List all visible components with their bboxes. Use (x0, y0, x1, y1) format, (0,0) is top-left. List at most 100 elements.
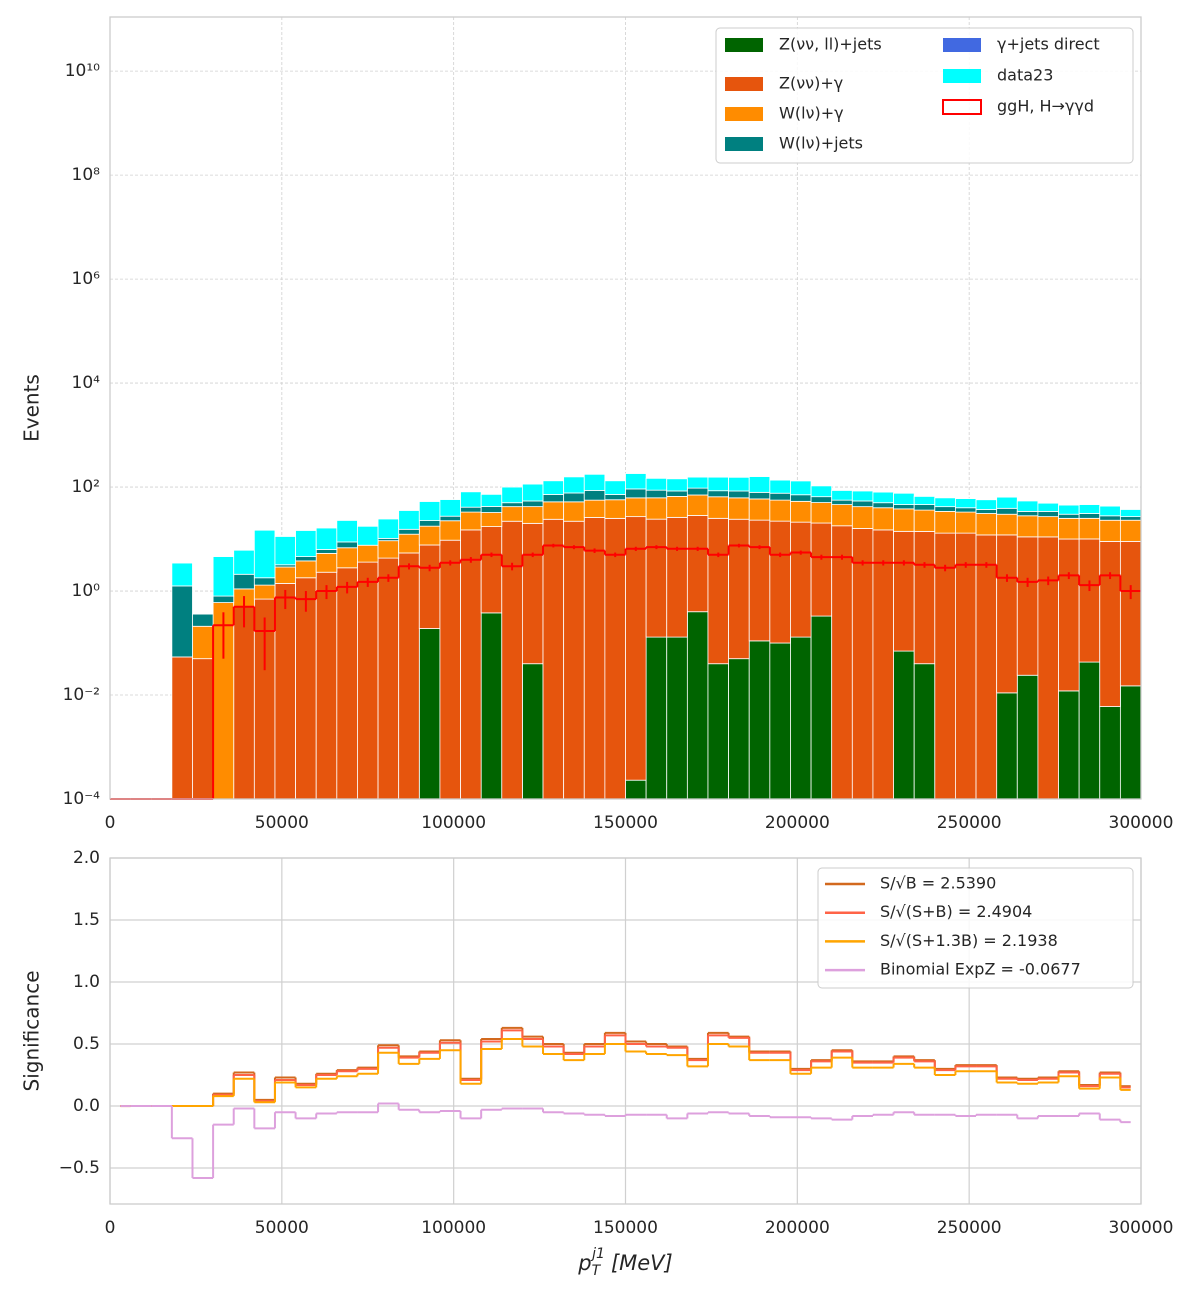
hist-bar (1119, 540, 1142, 687)
hist-bar (996, 507, 1018, 515)
x-tick-label: 300000 (1109, 1218, 1174, 1238)
hist-bar (625, 779, 647, 800)
hist-bar (1016, 515, 1039, 538)
x-tick-label: 100000 (421, 813, 486, 833)
hist-bar (996, 692, 1018, 800)
hist-bar (336, 520, 358, 543)
hist-bar (851, 506, 874, 529)
hist-bar (893, 504, 915, 510)
hist-bar (872, 507, 894, 531)
y-tick-label: −0.5 (59, 1158, 100, 1178)
y-axis-label: Significance (20, 970, 44, 1091)
hist-bar (728, 476, 750, 492)
y-axis-label: Events (20, 374, 44, 442)
hist-bar (171, 562, 193, 587)
hist-bar (1099, 519, 1121, 542)
hist-bar (1016, 674, 1039, 800)
hist-bar (604, 494, 626, 501)
hist-bar (315, 552, 338, 573)
hist-bar (480, 526, 503, 614)
hist-bar (212, 595, 235, 603)
legend-swatch (725, 137, 763, 151)
y-tick-label: 10⁸ (72, 165, 101, 185)
hist-bar (913, 504, 936, 511)
hist-bar (192, 658, 214, 800)
hist-bar (398, 552, 420, 800)
hist-bar (1016, 500, 1039, 512)
hist-bar (913, 496, 936, 505)
hist-bar (1119, 685, 1142, 800)
legend-label: ggH, H→γγd (997, 97, 1094, 116)
hist-bar (790, 494, 812, 502)
hist-bar (769, 492, 791, 501)
hist-bar (1037, 511, 1059, 518)
hist-bar (707, 517, 729, 665)
hist-bar (955, 498, 977, 509)
legend-label: data23 (997, 66, 1053, 85)
hist-bar (563, 476, 585, 494)
hist-bar (975, 509, 998, 514)
hist-bar (790, 480, 812, 496)
plot-frame (109, 16, 1142, 800)
hist-bar (955, 507, 977, 513)
hist-bar (686, 487, 709, 496)
hist-bar (480, 612, 503, 800)
hist-bar (377, 557, 400, 800)
hist-bar (686, 611, 709, 800)
hist-bar (666, 490, 688, 497)
hist-bar (233, 606, 255, 800)
hist-bar (604, 499, 626, 519)
hist-bar (1119, 516, 1142, 521)
hist-bar (893, 492, 915, 505)
hist-bar (769, 642, 791, 800)
hist-bar (707, 476, 729, 492)
hist-bar (707, 496, 729, 519)
x-tick-label: 200000 (765, 813, 830, 833)
hist-bar (1037, 502, 1059, 512)
hist-bar (1058, 538, 1080, 692)
x-tick-label: 200000 (765, 1218, 830, 1238)
hist-bar (1016, 511, 1039, 517)
hist-bar (583, 517, 606, 800)
hist-bar (274, 583, 296, 800)
legend-swatch (725, 107, 763, 121)
hist-bar (728, 658, 750, 800)
hist-bar (501, 502, 523, 508)
hist-bar (1119, 519, 1142, 542)
hist-bar (439, 499, 461, 517)
hist-bar (480, 512, 503, 527)
hist-bar (563, 520, 585, 800)
hist-bar (666, 636, 688, 800)
hist-bar (357, 525, 379, 546)
hist-bar (934, 532, 956, 800)
hist-bar (686, 515, 709, 613)
y-tick-label: 10⁻² (63, 685, 100, 705)
hist-bar (563, 501, 585, 522)
hist-bar (707, 490, 729, 498)
hist-bar (686, 476, 709, 489)
legend-label: S/√B = 2.5390 (880, 874, 996, 893)
hist-bar (810, 615, 833, 800)
hist-bar (253, 577, 276, 586)
hist-bar (666, 516, 688, 638)
hist-bar (418, 520, 441, 527)
legend-swatch (942, 99, 982, 115)
hist-bar (769, 479, 791, 494)
hist-bar (748, 476, 771, 493)
hist-bar (522, 663, 544, 800)
legend-label: γ+jets direct (997, 35, 1100, 54)
hist-bar (418, 628, 441, 800)
y-tick-label: 0.5 (73, 1034, 100, 1054)
hist-bar (583, 473, 606, 491)
hist-bar (522, 506, 544, 524)
hist-bar (1099, 541, 1121, 707)
hist-bar (666, 478, 688, 492)
hist-bar (645, 477, 668, 491)
hist-bar (542, 480, 565, 495)
hist-bar (1099, 505, 1121, 517)
hist-bar (790, 636, 812, 800)
hist-bar (542, 501, 565, 520)
hist-bar (336, 547, 358, 569)
hist-bar (748, 491, 771, 500)
